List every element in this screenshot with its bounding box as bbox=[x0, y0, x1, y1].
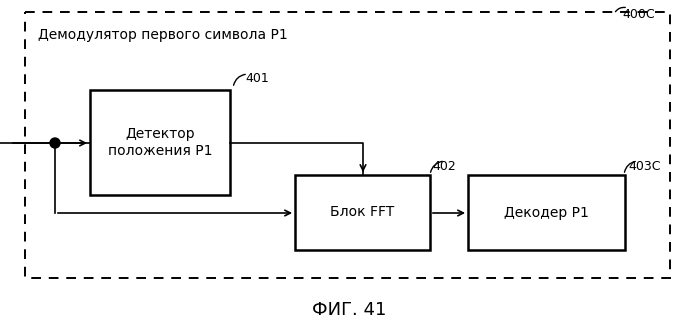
Text: Демодулятор первого символа Р1: Демодулятор первого символа Р1 bbox=[38, 28, 288, 42]
Bar bbox=[295, 175, 430, 250]
Bar bbox=[25, 12, 670, 278]
Bar bbox=[90, 90, 230, 195]
Text: Декодер Р1: Декодер Р1 bbox=[504, 205, 589, 219]
Text: 400С: 400С bbox=[622, 8, 655, 21]
Text: Детектор
положения Р1: Детектор положения Р1 bbox=[108, 127, 212, 157]
Bar bbox=[468, 175, 625, 250]
Text: 401: 401 bbox=[245, 72, 268, 85]
Circle shape bbox=[50, 138, 60, 148]
Text: 402: 402 bbox=[432, 160, 456, 173]
Text: ФИГ. 41: ФИГ. 41 bbox=[312, 301, 386, 319]
Text: Блок FFT: Блок FFT bbox=[331, 205, 395, 219]
Text: 403С: 403С bbox=[628, 160, 661, 173]
